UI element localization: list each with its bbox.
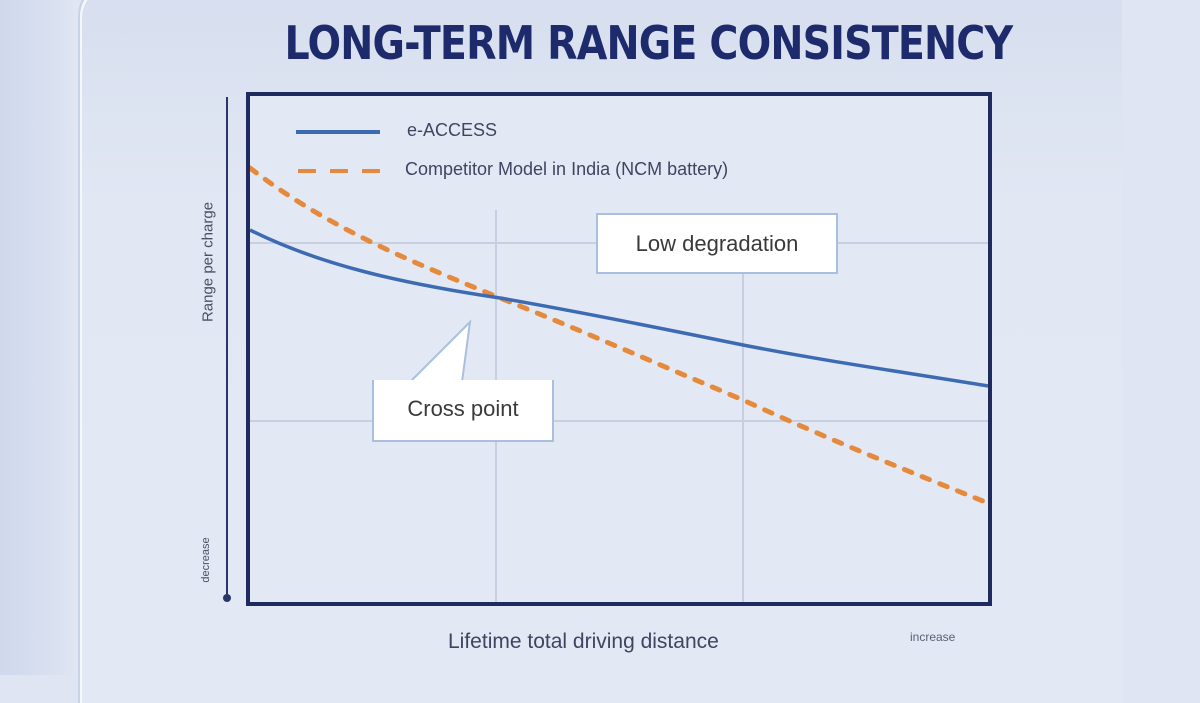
y-axis-arrowhead xyxy=(223,594,231,602)
y-axis-arrow xyxy=(226,97,228,599)
legend-label-competitor: Competitor Model in India (NCM battery) xyxy=(405,159,729,179)
plot-background xyxy=(248,94,990,604)
e-access-series-line xyxy=(249,228,989,388)
chart-title: LONG-TERM RANGE CONSISTENCY xyxy=(284,16,1014,70)
x-axis-label: Lifetime total driving distance xyxy=(448,630,719,653)
plot-area xyxy=(246,92,992,606)
plot-frame xyxy=(246,92,992,606)
competitor-series-line xyxy=(247,165,991,506)
legend-label-e-access: e-ACCESS xyxy=(407,120,498,140)
low-degradation-callout: Low degradation xyxy=(596,213,838,274)
x-axis-increase-label: increase xyxy=(910,630,956,644)
left-background-strip xyxy=(0,0,78,675)
cross-point-callout: Cross point xyxy=(372,380,554,442)
